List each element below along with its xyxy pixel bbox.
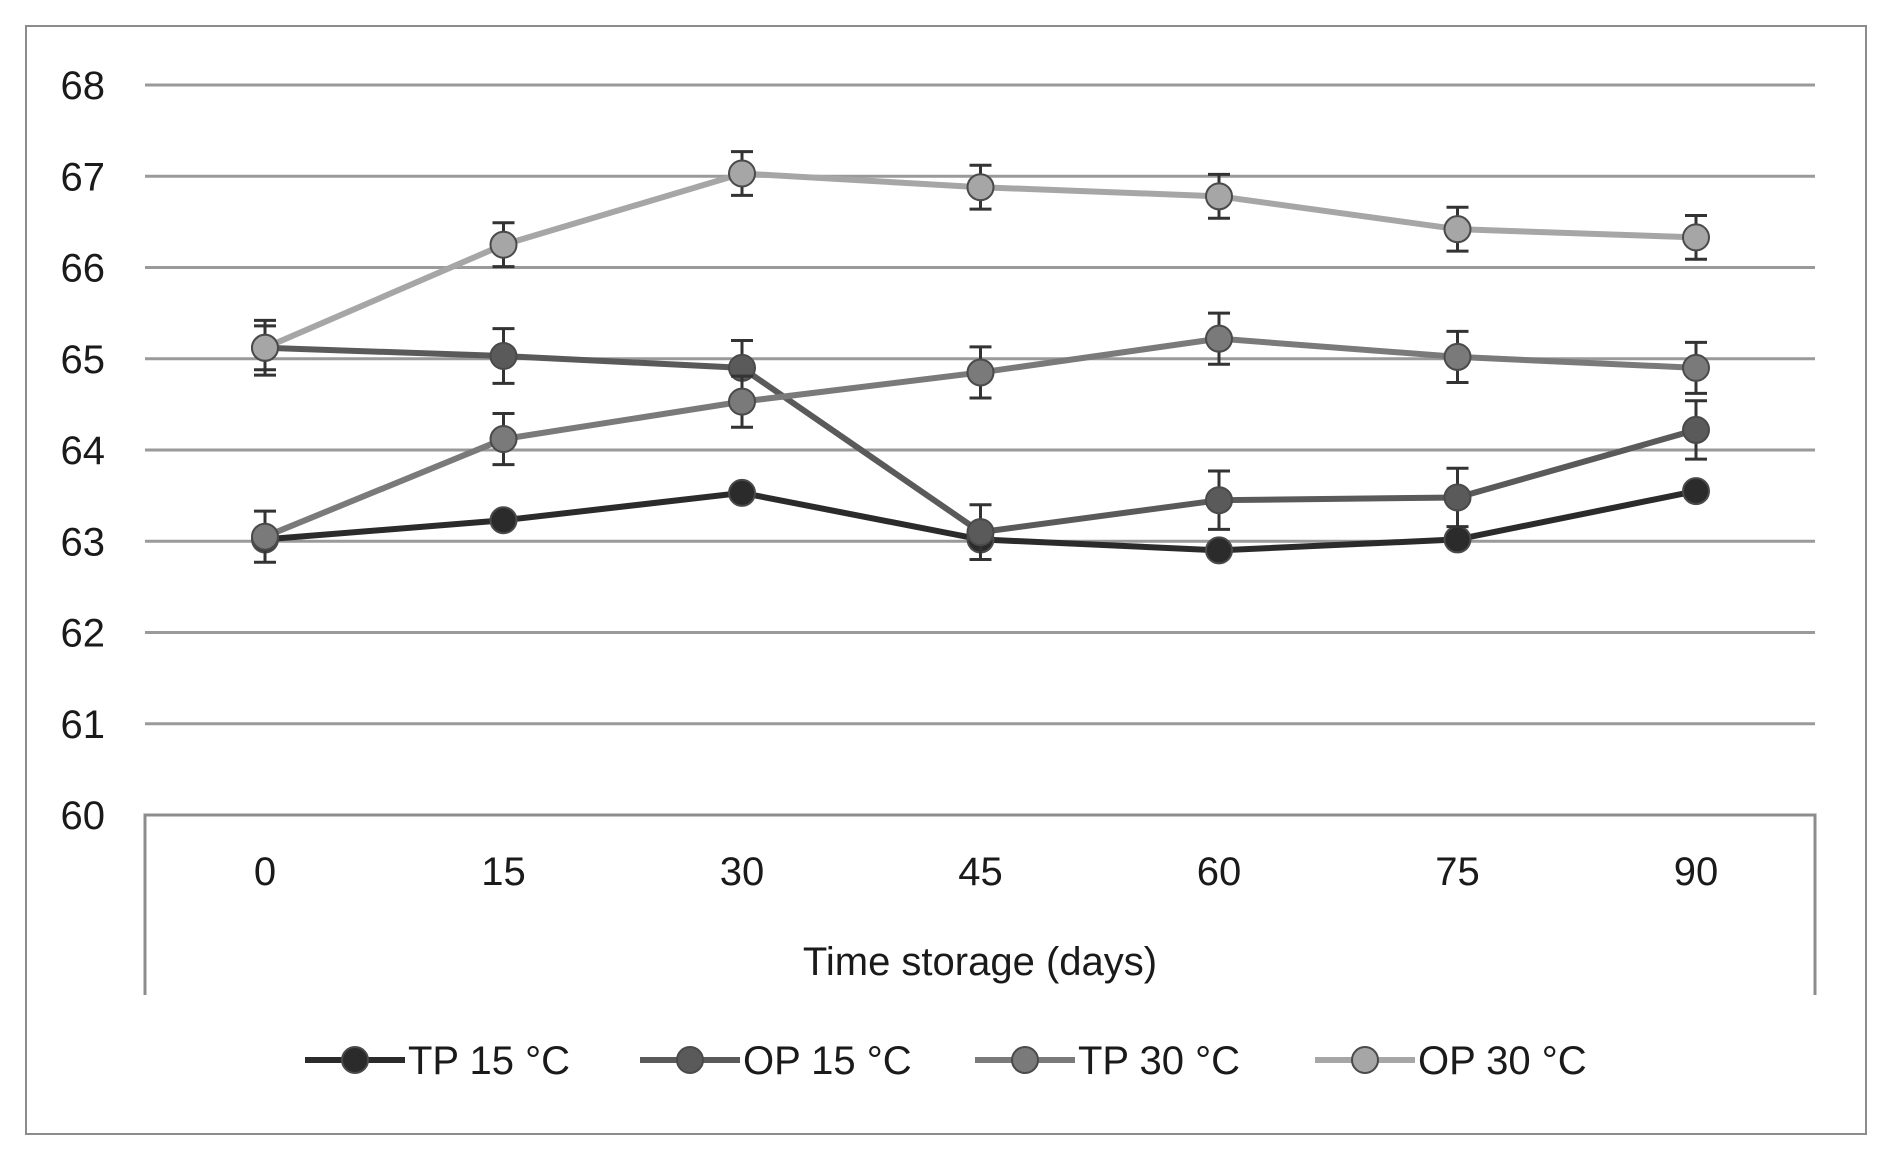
x-tick-label: 15 bbox=[481, 850, 526, 894]
series-layer bbox=[251, 150, 1710, 565]
data-point bbox=[1205, 536, 1233, 565]
x-axis-title: Time storage (days) bbox=[803, 940, 1157, 984]
legend-label: OP 15 °C bbox=[743, 1039, 912, 1083]
data-point bbox=[489, 230, 518, 259]
x-axis-ticks: 0 15 30 45 60 75 90 bbox=[254, 850, 1718, 894]
data-point bbox=[1205, 182, 1233, 211]
data-point bbox=[1682, 477, 1710, 506]
series-op-30-c bbox=[251, 150, 1710, 372]
data-point bbox=[966, 518, 995, 547]
y-tick-label: 66 bbox=[61, 247, 106, 291]
y-tick-label: 63 bbox=[61, 520, 106, 564]
data-point bbox=[1682, 415, 1710, 444]
legend-item: OP 15 °C bbox=[640, 1039, 912, 1083]
legend-label: TP 15 °C bbox=[408, 1039, 570, 1083]
data-point bbox=[251, 522, 279, 551]
data-point bbox=[489, 506, 518, 535]
x-tick-label: 90 bbox=[1674, 850, 1719, 894]
data-point bbox=[489, 342, 518, 371]
y-tick-label: 61 bbox=[61, 703, 106, 747]
y-tick-label: 60 bbox=[61, 794, 106, 838]
legend-marker bbox=[676, 1046, 704, 1074]
legend: TP 15 °C OP 15 °C TP 30 °C OP 30 °C bbox=[305, 1039, 1587, 1083]
legend-label: OP 30 °C bbox=[1418, 1039, 1587, 1083]
legend-item: TP 15 °C bbox=[305, 1039, 570, 1083]
data-point bbox=[1443, 342, 1472, 371]
data-point bbox=[251, 333, 279, 362]
data-point bbox=[489, 425, 518, 454]
y-axis-ticks: 60 61 62 63 64 65 66 67 68 bbox=[61, 64, 106, 838]
legend-item: OP 30 °C bbox=[1315, 1039, 1587, 1083]
y-tick-label: 62 bbox=[61, 612, 106, 656]
legend-marker bbox=[1351, 1046, 1379, 1074]
x-tick-label: 60 bbox=[1197, 850, 1242, 894]
data-point bbox=[1682, 223, 1710, 252]
chart-frame bbox=[25, 25, 1867, 1135]
data-point bbox=[1443, 215, 1472, 244]
y-tick-label: 68 bbox=[61, 64, 106, 108]
data-point bbox=[1682, 353, 1710, 382]
legend-marker bbox=[1011, 1046, 1039, 1074]
x-tick-label: 30 bbox=[720, 850, 765, 894]
data-point bbox=[1443, 525, 1472, 554]
data-point bbox=[1205, 324, 1233, 353]
data-point bbox=[966, 358, 995, 387]
x-axis-box bbox=[143, 813, 1817, 995]
x-tick-label: 45 bbox=[958, 850, 1003, 894]
y-tick-label: 67 bbox=[61, 155, 106, 199]
series-tp-30-c bbox=[251, 311, 1710, 564]
data-point bbox=[1205, 486, 1233, 515]
legend-marker bbox=[341, 1046, 369, 1074]
y-tick-label: 64 bbox=[61, 429, 106, 473]
data-point bbox=[966, 173, 995, 202]
data-point bbox=[728, 387, 756, 416]
x-tick-label: 75 bbox=[1435, 850, 1480, 894]
x-tick-label: 0 bbox=[254, 850, 276, 894]
y-tick-label: 65 bbox=[61, 338, 106, 382]
legend-item: TP 30 °C bbox=[975, 1039, 1240, 1083]
x-axis-line bbox=[143, 813, 1817, 995]
data-point bbox=[728, 478, 756, 507]
data-point bbox=[1443, 483, 1472, 512]
data-point bbox=[728, 159, 756, 188]
legend-label: TP 30 °C bbox=[1078, 1039, 1240, 1083]
